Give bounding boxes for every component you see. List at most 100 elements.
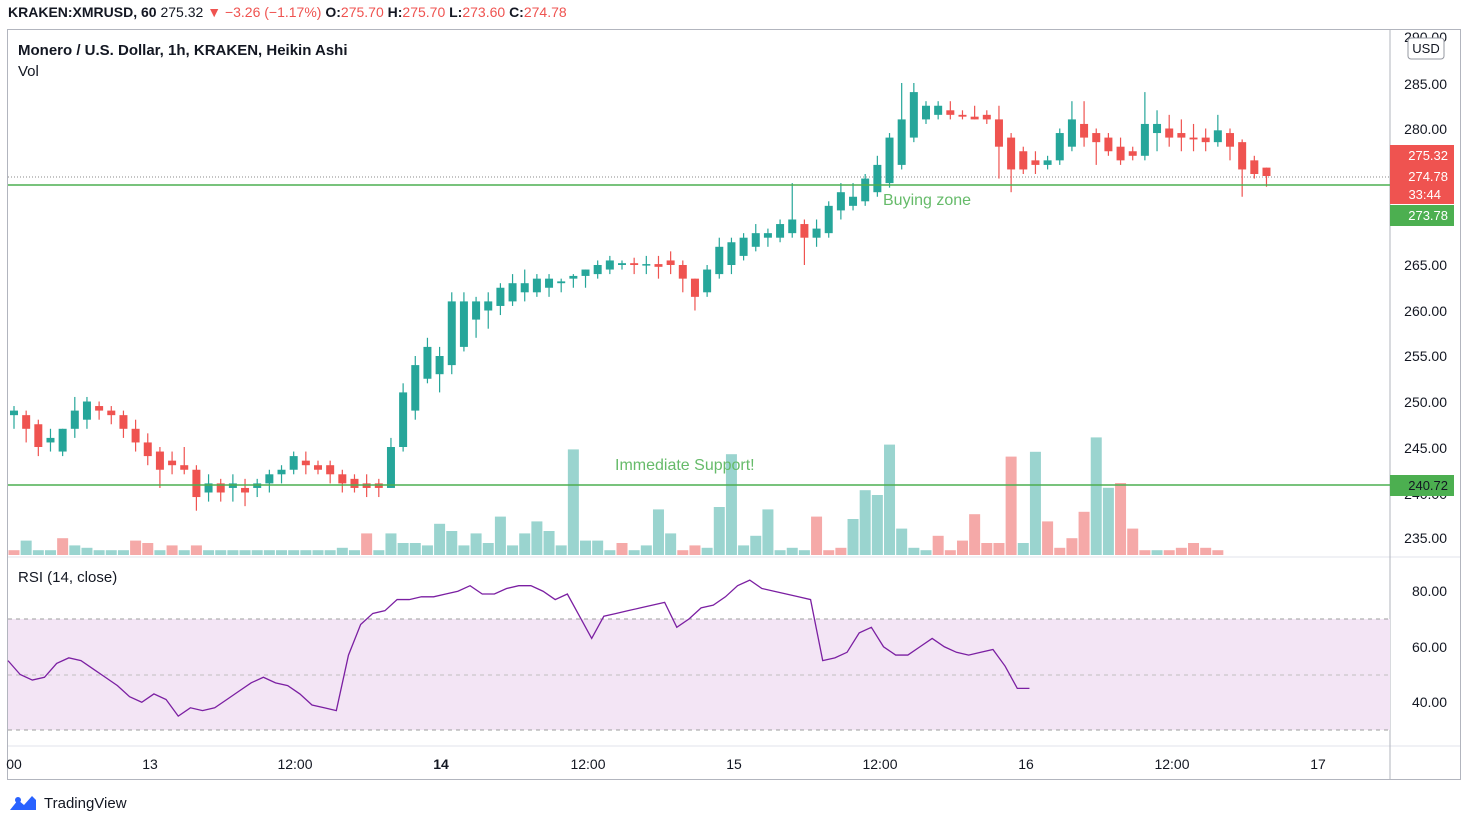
symbol-name[interactable]: KRAKEN:XMRUSD, 60 (8, 4, 157, 20)
candle[interactable] (849, 183, 858, 211)
candle[interactable] (739, 233, 748, 261)
candle[interactable] (277, 465, 286, 484)
candle[interactable] (1177, 119, 1186, 152)
rsi-legend[interactable]: RSI (14, close) (18, 569, 118, 586)
candle[interactable] (994, 105, 1003, 179)
candle[interactable] (593, 260, 602, 279)
candle[interactable] (204, 474, 213, 502)
candle[interactable] (581, 269, 590, 288)
candle[interactable] (338, 469, 347, 493)
support-annotation[interactable]: Immediate Support! (615, 457, 755, 474)
candle[interactable] (873, 155, 882, 197)
candle[interactable] (508, 274, 517, 306)
candle[interactable] (1116, 137, 1125, 165)
candle[interactable] (946, 101, 955, 120)
candle[interactable] (107, 406, 116, 425)
candle[interactable] (970, 105, 979, 120)
candle[interactable] (605, 255, 614, 275)
candle[interactable] (301, 451, 310, 475)
candle[interactable] (386, 437, 395, 488)
candle[interactable] (630, 257, 639, 275)
candle[interactable] (374, 478, 383, 498)
candle[interactable] (46, 428, 55, 452)
candle[interactable] (618, 260, 626, 270)
candle[interactable] (399, 383, 408, 452)
candle[interactable] (703, 265, 712, 297)
candle[interactable] (411, 356, 420, 420)
candle[interactable] (763, 228, 772, 247)
candle[interactable] (58, 428, 67, 457)
candle[interactable] (168, 451, 177, 475)
candle[interactable] (1067, 101, 1076, 152)
candle[interactable] (751, 224, 760, 252)
candle[interactable] (532, 274, 541, 297)
candle[interactable] (1104, 133, 1113, 156)
candle[interactable] (326, 460, 335, 484)
candle[interactable] (143, 433, 152, 466)
candle[interactable] (119, 410, 128, 438)
candle[interactable] (824, 201, 833, 238)
candle[interactable] (350, 474, 359, 493)
candle[interactable] (934, 101, 943, 120)
candle[interactable] (836, 183, 845, 220)
candle[interactable] (22, 410, 31, 443)
candle[interactable] (788, 183, 797, 238)
candle[interactable] (423, 337, 432, 384)
candle[interactable] (447, 292, 456, 375)
candle[interactable] (800, 219, 809, 266)
candle[interactable] (922, 101, 930, 124)
candle[interactable] (1153, 110, 1162, 152)
candle[interactable] (1007, 133, 1016, 193)
candle[interactable] (1213, 114, 1222, 147)
candle[interactable] (192, 465, 201, 511)
candle[interactable] (715, 237, 724, 279)
candle[interactable] (776, 219, 785, 243)
candle[interactable] (1043, 155, 1052, 170)
candle[interactable] (727, 237, 736, 275)
candle[interactable] (666, 251, 675, 275)
candle[interactable] (1250, 155, 1259, 179)
candle[interactable] (496, 283, 505, 316)
candle[interactable] (1189, 123, 1198, 152)
candle[interactable] (253, 478, 262, 498)
candle[interactable] (314, 460, 322, 475)
candle[interactable] (131, 419, 140, 452)
candle[interactable] (1055, 128, 1064, 165)
candle[interactable] (1238, 139, 1247, 197)
candle[interactable] (1140, 92, 1149, 161)
candle[interactable] (1031, 151, 1040, 174)
candle[interactable] (1226, 128, 1234, 161)
candle[interactable] (472, 296, 481, 338)
candle[interactable] (545, 274, 554, 297)
candle[interactable] (861, 174, 870, 206)
candle[interactable] (265, 469, 274, 493)
candle[interactable] (241, 478, 250, 507)
candle[interactable] (484, 292, 493, 329)
candle[interactable] (678, 260, 687, 293)
chart-title[interactable]: Monero / U.S. Dollar, 1h, KRAKEN, Heikin… (18, 42, 348, 59)
candle[interactable] (1165, 114, 1174, 147)
buying-zone-annotation[interactable]: Buying zone (883, 192, 971, 209)
candle[interactable] (82, 396, 91, 429)
candle[interactable] (1128, 146, 1137, 161)
candle[interactable] (289, 451, 298, 475)
candle[interactable] (70, 396, 79, 438)
candle[interactable] (982, 110, 991, 124)
candle[interactable] (1080, 101, 1089, 147)
candle[interactable] (1201, 128, 1210, 152)
candle[interactable] (897, 83, 906, 170)
candle[interactable] (654, 255, 663, 279)
candle[interactable] (155, 447, 164, 488)
candle[interactable] (690, 278, 699, 311)
tradingview-logo[interactable]: TradingView (8, 794, 127, 812)
candle[interactable] (958, 110, 967, 120)
candle[interactable] (885, 133, 894, 188)
volume-legend[interactable]: Vol (18, 63, 39, 80)
candle[interactable] (642, 255, 651, 275)
candle[interactable] (520, 269, 529, 302)
candle[interactable] (228, 474, 237, 502)
candle[interactable] (435, 346, 444, 393)
candle[interactable] (1092, 128, 1101, 165)
candle[interactable] (557, 278, 566, 293)
